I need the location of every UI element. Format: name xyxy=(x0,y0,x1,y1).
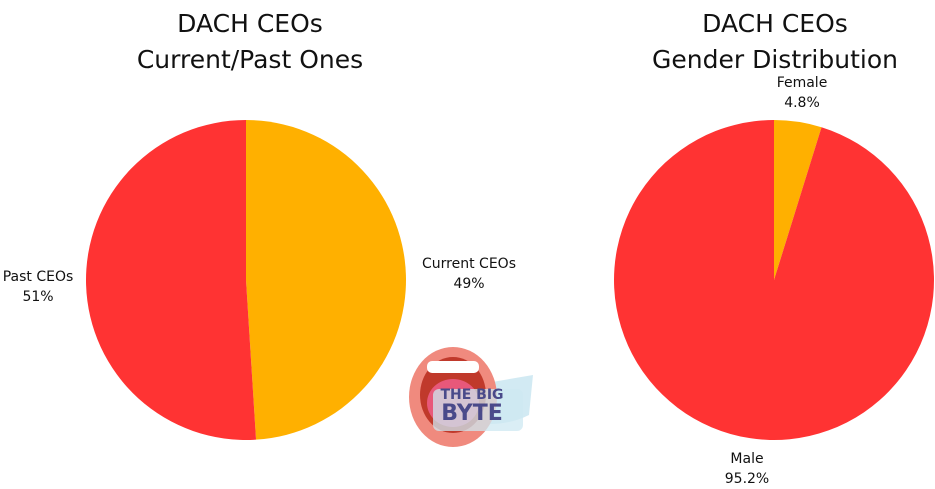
logo-text-line2: BYTE xyxy=(441,401,503,426)
logo-mouth-graphic xyxy=(409,347,533,447)
chart1-label-current-value: 49% xyxy=(453,276,485,292)
chart1-slice-label-current: Current CEOs 49% xyxy=(404,254,534,294)
chart2-label-female-value: 4.8% xyxy=(784,95,820,111)
chart1-slice-label-past: Past CEOs 51% xyxy=(0,267,88,307)
the-big-byte-logo: THE BIG BYTE xyxy=(405,345,535,455)
chart1-title-line1: DACH CEOs xyxy=(177,9,323,38)
chart1-title-line2: Current/Past Ones xyxy=(136,45,364,74)
chart2-label-female-name: Female xyxy=(776,75,828,91)
pie-chart-current-past xyxy=(85,120,406,440)
chart1-label-past-value: 51% xyxy=(22,289,54,305)
chart1-slice-past-ceos xyxy=(85,120,257,440)
chart1-label-current-name: Current CEOs xyxy=(422,256,516,272)
chart2-slice-label-female: Female 4.8% xyxy=(752,73,852,113)
chart2-label-male-name: Male xyxy=(730,451,764,467)
chart2-title-line2: Gender Distribution xyxy=(652,45,898,74)
chart2-slice-label-male: Male 95.2% xyxy=(697,449,797,489)
chart1-title: DACH CEOs Current/Past Ones xyxy=(95,6,405,78)
chart1-slice-current-ceos xyxy=(246,120,406,440)
chart2-slice-male xyxy=(614,120,935,440)
chart2-title: DACH CEOs Gender Distribution xyxy=(620,6,930,78)
pie-chart-gender xyxy=(614,120,935,440)
chart2-title-line1: DACH CEOs xyxy=(702,9,848,38)
chart1-label-past-name: Past CEOs xyxy=(2,269,74,285)
chart2-slice-female xyxy=(774,120,822,280)
logo-text-line1: THE BIG xyxy=(440,387,504,403)
chart2-label-male-value: 95.2% xyxy=(724,471,770,487)
